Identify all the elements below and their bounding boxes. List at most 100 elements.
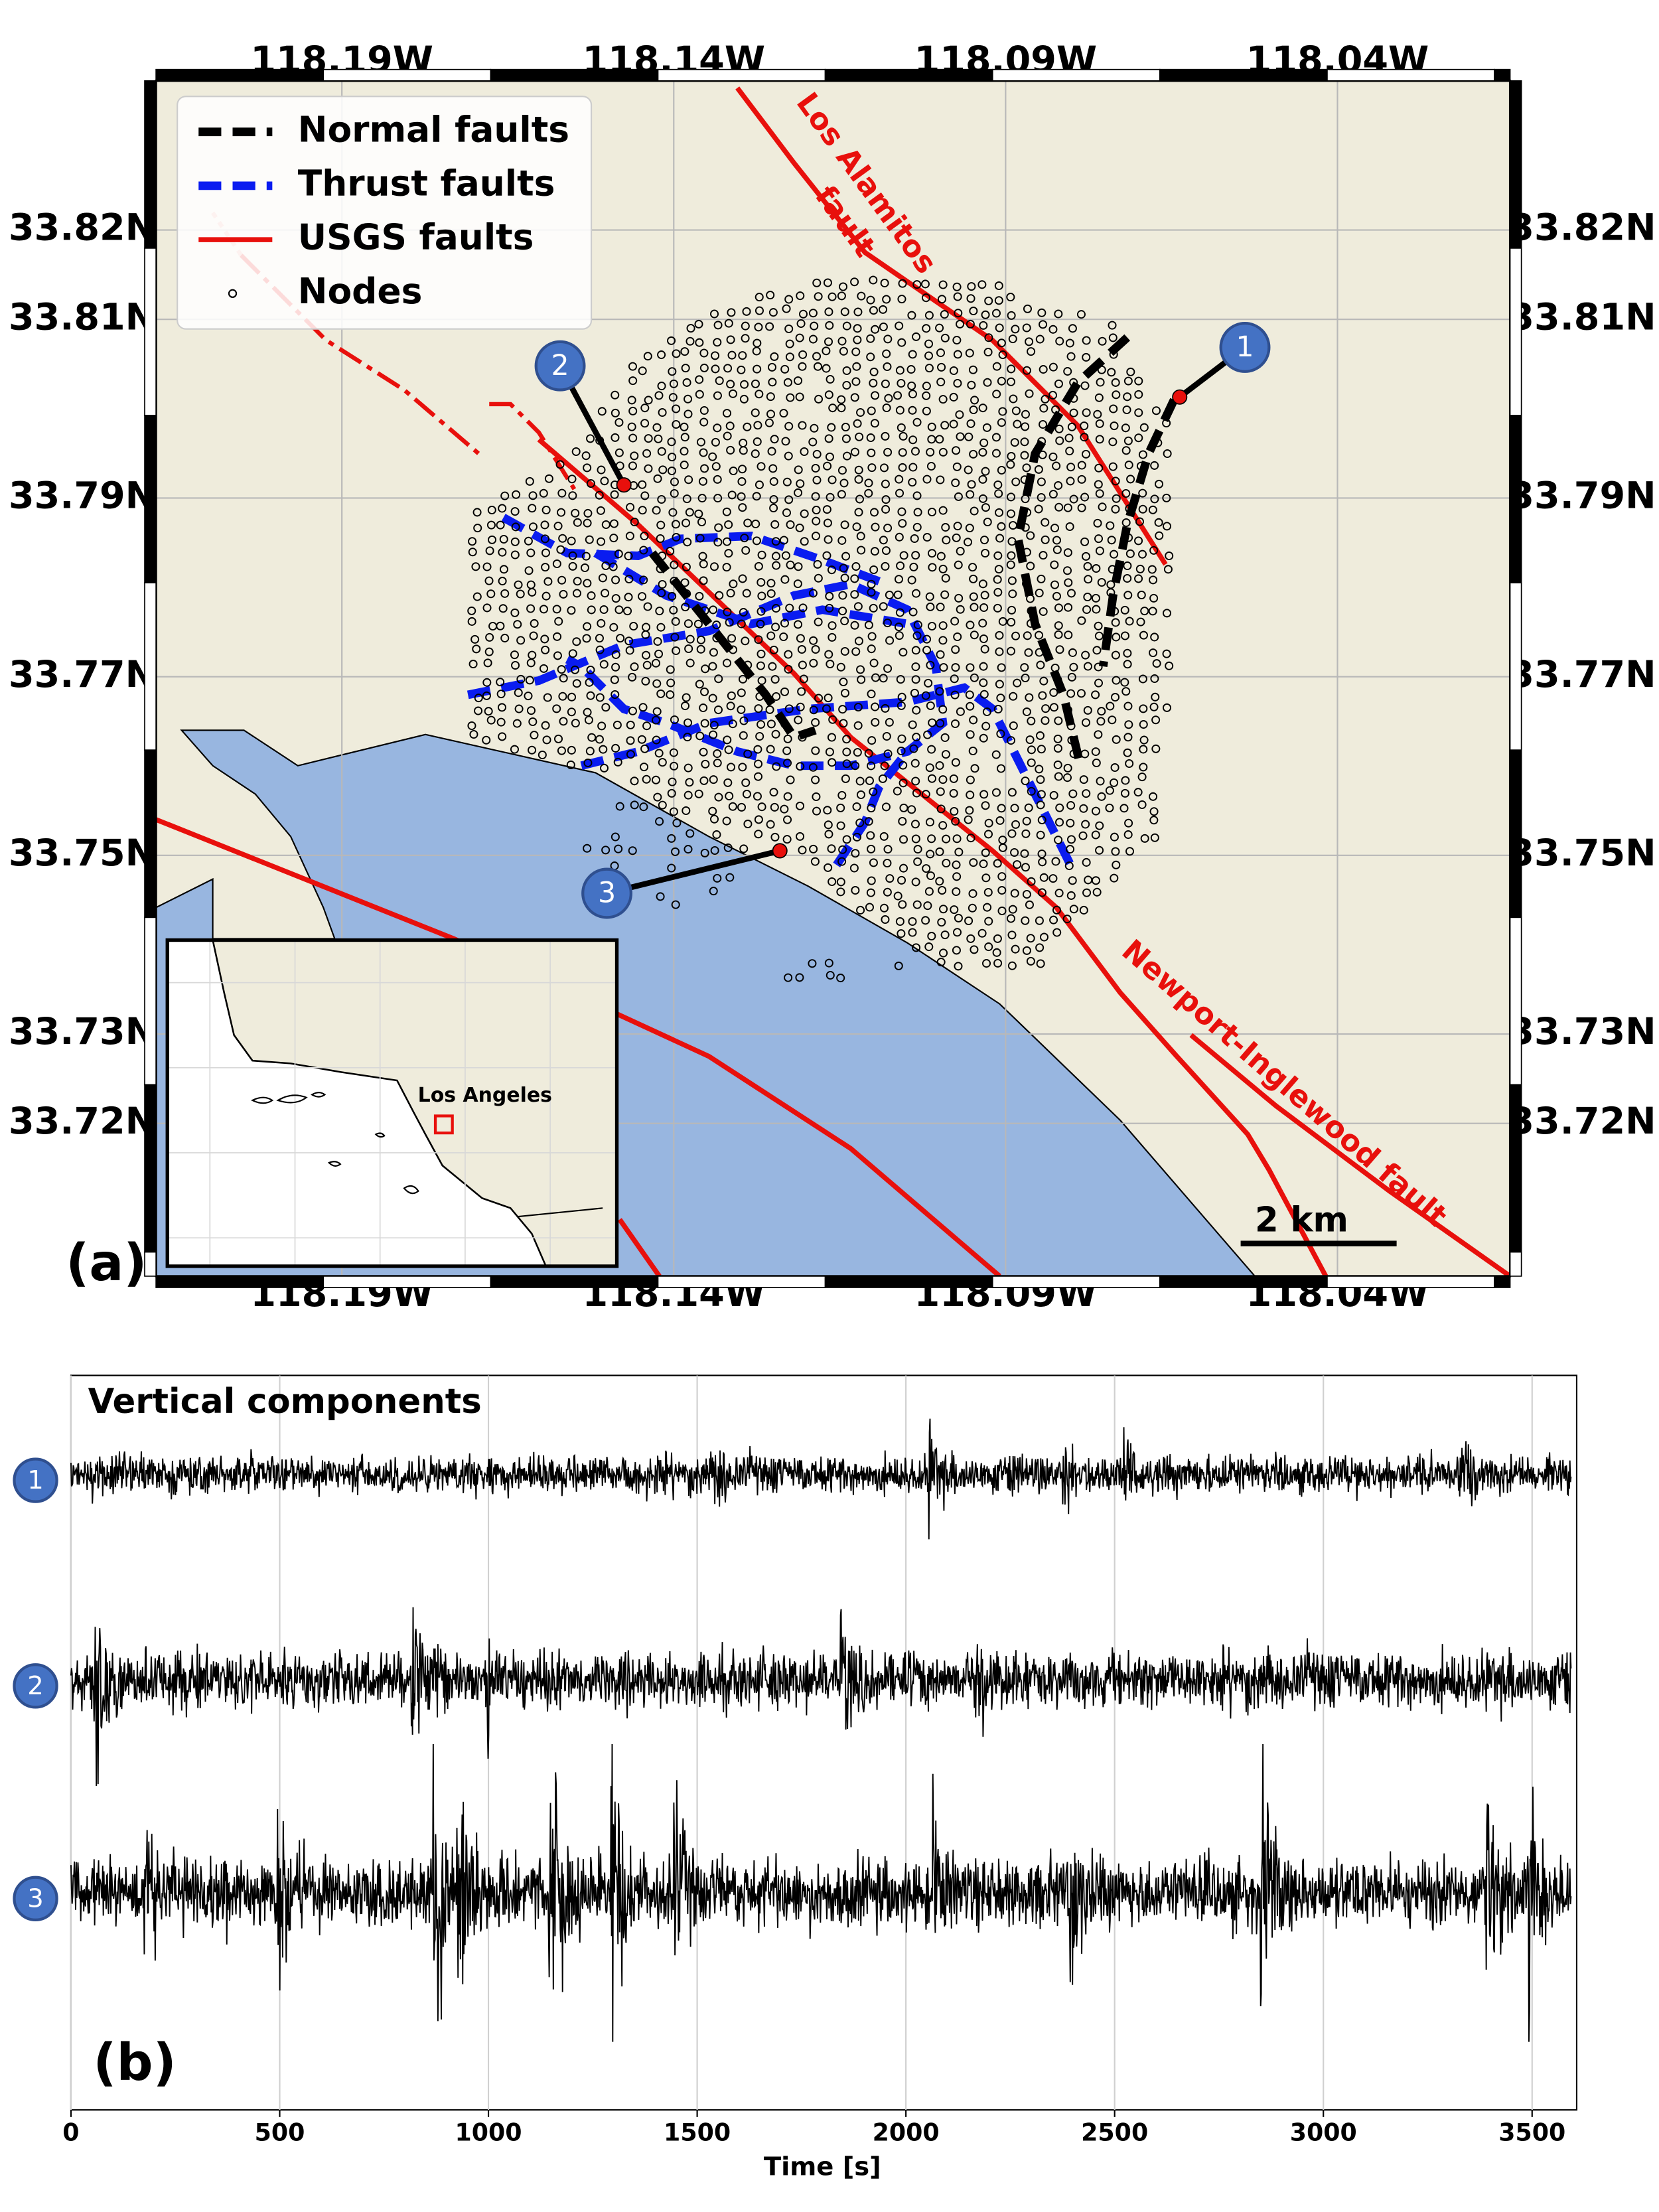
- x-tick-label: 1500: [664, 2118, 731, 2146]
- x-tick-label: 2000: [873, 2118, 940, 2146]
- nodes: [467, 275, 1174, 983]
- frame-bar: [323, 1276, 492, 1288]
- frame-bar: [1509, 749, 1522, 919]
- x-axis-label: Time [s]: [764, 2152, 881, 2181]
- legend-label: Thrust faults: [298, 163, 555, 204]
- y-tick-label: 33.79N: [9, 475, 156, 518]
- trace-badge: [13, 1457, 58, 1503]
- usgs-fault: [617, 1218, 662, 1276]
- inset-grid: [167, 940, 617, 1266]
- station-badge: [534, 340, 586, 392]
- frame-bar: [1494, 68, 1511, 82]
- station-label: 1: [1236, 331, 1254, 364]
- frame-bar: [155, 1276, 325, 1288]
- frame-bar: [991, 68, 1161, 82]
- usgs-fault: [489, 402, 577, 490]
- y-tick-label: 33.72N: [1508, 1100, 1656, 1143]
- legend-swatch: [228, 289, 238, 298]
- normal-fault: [648, 550, 817, 743]
- inset-land: [212, 940, 617, 1266]
- trace-label: 1: [27, 1465, 43, 1495]
- x-tick-label: 2500: [1081, 2118, 1148, 2146]
- thrust-fault: [593, 549, 908, 628]
- frame-bar: [1509, 1084, 1522, 1253]
- trace-badge: [13, 1663, 58, 1709]
- trace-label: 3: [27, 1883, 43, 1913]
- x-tick-label: 500: [255, 2118, 305, 2146]
- x-tick-label: 3500: [1498, 2118, 1565, 2146]
- frame-bar: [490, 1276, 659, 1288]
- inset-map: Los Angeles: [167, 940, 617, 1266]
- study-area-box: [433, 1114, 454, 1135]
- plot-frame: [70, 1374, 1578, 2111]
- frame-bar: [490, 68, 659, 82]
- station-badge: [1219, 321, 1271, 373]
- panel-label: (a): [66, 1234, 147, 1293]
- frame-bar: [144, 1251, 157, 1277]
- usgs-fault: [735, 86, 1168, 566]
- panel-title: Vertical components: [88, 1382, 482, 1422]
- y-tick-label: 33.82N: [1508, 206, 1656, 250]
- y-tick-label: 33.72N: [9, 1100, 156, 1143]
- station-dot: [616, 477, 632, 493]
- thrust-fault: [580, 683, 1074, 867]
- y-tick-label: 33.73N: [9, 1010, 156, 1053]
- frame-bar: [144, 917, 157, 1086]
- station-dot: [1172, 389, 1188, 405]
- waveform: [70, 1743, 1572, 2042]
- frame-bar: [323, 68, 492, 82]
- city-label: Los Angeles: [418, 1084, 552, 1107]
- legend-label: Normal faults: [298, 108, 569, 150]
- waveform-panel: [70, 1374, 1578, 2111]
- y-tick-label: 33.75N: [9, 832, 156, 875]
- frame-bar: [1509, 248, 1522, 416]
- trace-badge: [13, 1876, 58, 1922]
- inset-islands: [251, 1092, 603, 1218]
- frame-bar: [1509, 80, 1522, 249]
- frame-bar: [144, 1084, 157, 1253]
- frame-bar: [155, 68, 325, 82]
- frame-bar: [1509, 917, 1522, 1086]
- frame-bar: [657, 68, 826, 82]
- frame-bar: [991, 1276, 1161, 1288]
- frame-bar: [1494, 1276, 1511, 1288]
- normal-fault: [1099, 398, 1178, 668]
- frame-bar: [144, 80, 157, 249]
- x-tick-label: 3000: [1290, 2118, 1357, 2146]
- waveform: [70, 1418, 1572, 1540]
- usgs-fault: [1189, 1033, 1510, 1276]
- trace-label: 2: [27, 1671, 43, 1701]
- legend-label: USGS faults: [298, 216, 534, 258]
- y-tick-label: 33.77N: [9, 653, 156, 696]
- frame-bar: [824, 1276, 993, 1288]
- y-tick-label: 33.79N: [1508, 475, 1656, 518]
- frame-bar: [144, 415, 157, 583]
- legend-label: Nodes: [298, 270, 423, 312]
- scale-label: 2 km: [1255, 1201, 1348, 1240]
- frame-bar: [144, 582, 157, 751]
- frame-bar: [1509, 1251, 1522, 1277]
- y-tick-label: 33.81N: [9, 295, 156, 338]
- frame-bar: [657, 1276, 826, 1288]
- x-tick-label: 1000: [455, 2118, 522, 2146]
- y-tick-label: 33.73N: [1508, 1010, 1656, 1053]
- thrust-fault: [501, 514, 881, 585]
- station-leader: [606, 848, 781, 897]
- inset-frame: [165, 938, 619, 1268]
- station-dot: [772, 843, 788, 859]
- frame-bar: [144, 248, 157, 416]
- usgs-fault: [156, 817, 1001, 1276]
- frame-bar: [1159, 68, 1328, 82]
- frame-bar: [1327, 68, 1495, 82]
- y-tick-label: 33.77N: [1508, 653, 1656, 696]
- panel-label: (b): [93, 2033, 176, 2093]
- frame-bar: [144, 749, 157, 919]
- frame-bar: [1509, 415, 1522, 583]
- station-badge: [581, 867, 633, 919]
- legend-box: [177, 96, 593, 330]
- station-label: 2: [551, 349, 569, 382]
- frame-bar: [1159, 1276, 1328, 1288]
- y-tick-label: 33.82N: [9, 206, 156, 250]
- y-tick-label: 33.81N: [1508, 295, 1656, 338]
